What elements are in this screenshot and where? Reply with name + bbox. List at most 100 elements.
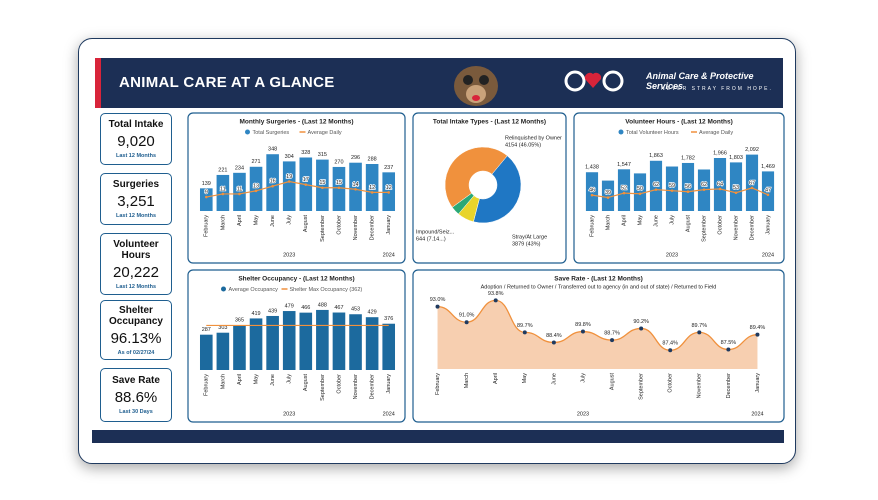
- legend-label: Average Daily: [308, 130, 342, 136]
- kpi-card: Save Rate 88.6% Last 30 Days: [100, 368, 172, 422]
- data-label: 296: [351, 155, 360, 161]
- x-tick-label: December: [370, 374, 376, 400]
- line-label: 62: [653, 182, 659, 188]
- pie-slice: [451, 192, 475, 215]
- x-tick-label: May: [522, 373, 528, 384]
- chart-title: Shelter Occupancy - (Last 12 Months): [238, 276, 354, 283]
- line-label: 12: [369, 185, 375, 191]
- x-tick-label: February: [435, 373, 441, 395]
- kpi-note: As of 02/27/24: [117, 349, 155, 356]
- legend-label: Average Daily: [699, 130, 733, 136]
- chart-title: Volunteer Hours - (Last 12 Months): [625, 119, 733, 126]
- x-tick-label: February: [204, 215, 210, 237]
- bar: [585, 172, 599, 211]
- line-label: 39: [605, 190, 611, 196]
- x-tick-label: August: [609, 373, 615, 391]
- x-group-label: 2024: [762, 252, 774, 258]
- footer: [92, 430, 784, 443]
- x-tick-label: July: [287, 215, 293, 225]
- kpi-card: Total Intake 9,020 Last 12 Months: [100, 113, 172, 165]
- marker: [464, 320, 469, 325]
- bar: [266, 315, 279, 370]
- panel: [187, 112, 406, 264]
- area: [437, 300, 758, 369]
- x-tick-label: November: [353, 374, 359, 400]
- bar: [365, 317, 379, 370]
- logo: [564, 70, 624, 92]
- line-label: 15: [336, 180, 342, 186]
- x-tick-label: March: [464, 373, 470, 388]
- bar: [761, 171, 775, 211]
- bar: [199, 334, 213, 370]
- data-label: 439: [268, 308, 277, 314]
- x-tick-label: August: [685, 215, 691, 233]
- kpi-card: Volunteer Hours 20,222 Last 12 Months: [100, 233, 172, 295]
- x-tick-label: October: [717, 215, 723, 235]
- x-tick-label: July: [669, 215, 675, 225]
- kpi-value: 96.13%: [110, 329, 162, 347]
- line-label: 47: [765, 187, 771, 193]
- line-label: 52: [621, 186, 627, 192]
- bar: [332, 312, 346, 370]
- x-tick-label: June: [551, 373, 557, 385]
- kpi-label: Volunteer Hours: [113, 238, 159, 261]
- line-label: 15: [319, 180, 325, 186]
- bar: [729, 162, 743, 211]
- line-marker: [750, 186, 754, 190]
- x-tick-label: August: [303, 215, 309, 233]
- line-label: 59: [669, 183, 675, 189]
- line-marker: [304, 183, 308, 186]
- data-label: 467: [334, 305, 343, 311]
- line-marker: [387, 191, 391, 194]
- legend-label: Total Volunteer Hours: [626, 130, 679, 136]
- data-label: 479: [285, 303, 294, 309]
- marker: [697, 330, 702, 335]
- x-tick-label: August: [303, 374, 309, 392]
- data-label: 271: [251, 159, 260, 165]
- kpi-label: Save Rate: [112, 375, 160, 386]
- x-group-label: 2024: [383, 411, 395, 417]
- x-tick-label: July: [287, 374, 293, 384]
- line-label: 17: [303, 177, 309, 183]
- x-tick-label: June: [270, 215, 276, 227]
- data-label: 88.4%: [546, 333, 562, 339]
- x-tick-label: December: [749, 215, 755, 241]
- legend-label: Total Surgeries: [253, 130, 290, 136]
- pie-slice: [473, 155, 522, 224]
- x-tick-label: October: [336, 215, 342, 235]
- x-group-label: 2024: [383, 252, 395, 258]
- bar: [681, 162, 695, 211]
- data-label: 89.4%: [750, 325, 766, 331]
- bar: [316, 309, 329, 370]
- x-tick-label: March: [220, 215, 226, 230]
- data-label: 237: [384, 165, 393, 171]
- bar: [382, 323, 396, 370]
- x-tick-label: December: [726, 373, 732, 399]
- pie-label: Stray/At Large: [512, 234, 547, 240]
- line-marker: [354, 188, 357, 191]
- x-tick-label: January: [386, 215, 392, 235]
- line-label: 11: [220, 186, 226, 192]
- chart-title: Total Intake Types - (Last 12 Months): [433, 119, 546, 126]
- data-label: 488: [318, 302, 327, 308]
- data-label: 87.5%: [721, 340, 737, 346]
- kpi-note: Last 12 Months: [115, 283, 157, 290]
- marker: [668, 348, 673, 353]
- data-label: 1,966: [713, 150, 727, 156]
- line-marker: [287, 180, 291, 183]
- line-label: 53: [733, 185, 739, 191]
- x-tick-label: April: [237, 215, 243, 226]
- x-tick-label: March: [220, 374, 226, 389]
- x-tick-label: February: [204, 374, 210, 396]
- x-tick-label: May: [253, 215, 259, 226]
- line-marker: [238, 192, 241, 196]
- line-marker: [321, 186, 324, 190]
- data-label: 376: [384, 316, 393, 322]
- org-name: Animal Care & Protective Services: [646, 71, 754, 91]
- data-label: 1,782: [681, 155, 695, 161]
- data-label: 1,469: [761, 164, 775, 170]
- marker: [726, 347, 731, 352]
- legend-label: Average Occupancy: [229, 287, 279, 293]
